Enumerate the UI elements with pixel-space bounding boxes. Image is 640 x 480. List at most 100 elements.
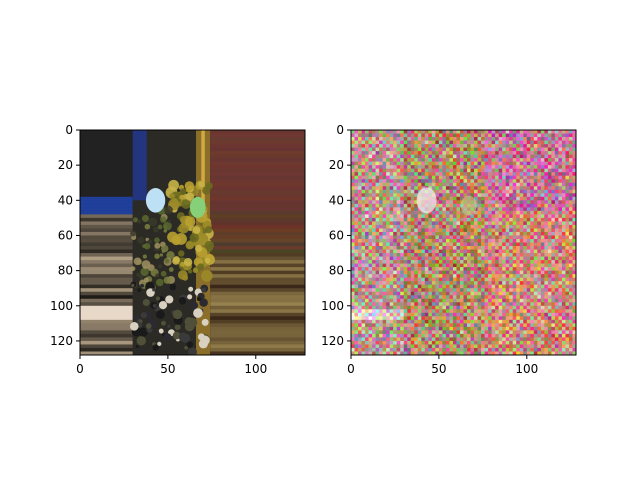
noise-pixel [438, 312, 443, 317]
noise-pixel [459, 263, 464, 268]
noise-pixel [488, 298, 492, 303]
noise-pixel [372, 256, 376, 261]
noise-pixel [403, 147, 408, 152]
noise-pixel [351, 224, 355, 229]
noise-pixel [463, 130, 468, 134]
noise-pixel [452, 302, 457, 307]
noise-pixel [519, 291, 524, 296]
noise-pixel [491, 175, 496, 180]
noise-pixel [505, 165, 510, 169]
noise-pixel [351, 277, 355, 282]
noise-pixel [438, 224, 443, 229]
noise-pixel [474, 337, 478, 342]
noise-pixel [474, 260, 478, 264]
noise-pixel [537, 305, 542, 310]
noise-pixel [414, 246, 419, 250]
noise-pixel [396, 309, 401, 314]
noise-pixel [428, 179, 433, 184]
noise-pixel [526, 175, 531, 180]
left-stretch-row [80, 144, 133, 149]
noise-pixel [467, 305, 471, 310]
noise-pixel [354, 161, 359, 166]
noise-pixel [452, 330, 457, 335]
noise-pixel [533, 193, 538, 198]
noise-pixel [495, 140, 499, 145]
noise-pixel [396, 182, 401, 187]
noise-pixel [375, 210, 380, 215]
noise-pixel [452, 179, 457, 184]
noise-pixel [537, 186, 542, 191]
noise-pixel [544, 151, 549, 155]
noise-pixel [491, 281, 496, 285]
noise-pixel [351, 186, 355, 191]
crowd-mark [172, 309, 183, 320]
noise-pixel [410, 291, 415, 296]
noise-pixel [530, 151, 535, 155]
noise-pixel [519, 235, 524, 240]
noise-pixel [393, 260, 398, 264]
noise-pixel [361, 165, 366, 169]
noise-pixel [554, 210, 559, 215]
noise-pixel [484, 207, 489, 212]
noise-pixel [565, 217, 570, 222]
noise-pixel [386, 270, 390, 275]
noise-pixel [512, 249, 517, 254]
noise-pixel [445, 288, 450, 293]
noise-pixel [386, 242, 390, 247]
noise-pixel [561, 207, 566, 212]
noise-pixel [393, 186, 398, 191]
noise-pixel [396, 238, 401, 243]
noise-pixel [386, 168, 390, 173]
noise-pixel [509, 260, 514, 264]
noise-pixel [481, 137, 485, 141]
noise-pixel [382, 281, 387, 285]
noise-pixel [386, 189, 390, 194]
noise-pixel [572, 161, 576, 166]
noise-pixel [554, 217, 559, 222]
noise-pixel [467, 337, 471, 342]
noise-pixel [379, 210, 383, 215]
noise-pixel [537, 175, 542, 180]
noise-pixel [551, 179, 556, 184]
noise-pixel [502, 130, 506, 134]
noise-pixel [365, 284, 369, 289]
noise-pixel [417, 231, 422, 236]
noise-pixel [400, 344, 405, 349]
noise-pixel [414, 337, 419, 342]
noise-pixel [519, 340, 524, 345]
noise-pixel [449, 330, 454, 335]
noise-pixel [410, 302, 415, 307]
noise-pixel [537, 196, 542, 201]
noise-pixel [533, 235, 538, 240]
noise-pixel [516, 270, 521, 275]
noise-pixel [386, 154, 390, 159]
left-stretch-row [210, 330, 305, 335]
noise-pixel [379, 165, 383, 169]
noise-pixel [351, 263, 355, 268]
noise-pixel [477, 323, 482, 328]
noise-pixel [452, 228, 457, 233]
noise-pixel [386, 186, 390, 191]
noise-pixel [456, 182, 461, 187]
noise-pixel [467, 137, 471, 141]
noise-pixel [526, 133, 531, 138]
noise-pixel [393, 207, 398, 212]
noise-pixel [498, 154, 503, 159]
noise-pixel [417, 295, 422, 300]
noise-pixel [449, 130, 454, 134]
noise-pixel [456, 228, 461, 233]
noise-pixel [512, 158, 517, 162]
noise-pixel [565, 284, 570, 289]
noise-pixel [502, 302, 506, 307]
noise-pixel [558, 326, 563, 331]
noise-pixel [537, 172, 542, 177]
noise-pixel [523, 224, 528, 229]
noise-pixel [379, 312, 383, 317]
noise-pixel [386, 147, 390, 152]
noise-pixel [523, 189, 528, 194]
noise-pixel [491, 224, 496, 229]
noise-pixel [544, 305, 549, 310]
noise-pixel [516, 298, 521, 303]
noise-pixel [554, 249, 559, 254]
noise-pixel [375, 298, 380, 303]
